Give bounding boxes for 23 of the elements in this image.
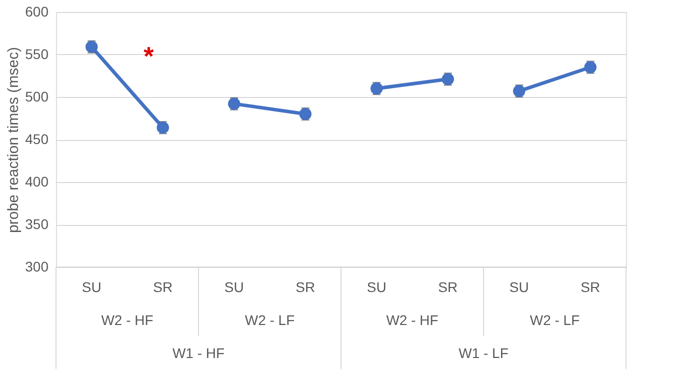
y-tick-label: 600: [25, 4, 49, 20]
x-tick-label: SR: [438, 279, 458, 295]
x-tick-label: SU: [82, 279, 102, 295]
x-tick-label: SR: [153, 279, 173, 295]
text: W1 - HF: [172, 345, 225, 361]
x-tick-label: SU: [509, 279, 529, 295]
y-tick-label: 550: [25, 46, 49, 62]
y-tick-label: 400: [25, 174, 49, 190]
text: W2 - HF: [101, 312, 154, 328]
y-tick-label: 500: [25, 88, 49, 104]
y-tick-label: 450: [25, 131, 49, 147]
y-tick-label: 300: [25, 258, 49, 274]
x-tick-label: SR: [296, 279, 316, 295]
text: W2 - LF: [244, 312, 295, 328]
text: W1 - LF: [458, 345, 508, 361]
y-axis-title: probe reaction times (msec): [5, 47, 22, 233]
y-tick-label: 350: [25, 216, 49, 232]
x-tick-label: SU: [224, 279, 244, 295]
annotation: *: [144, 41, 155, 72]
x-tick-label: SU: [366, 279, 386, 295]
x-tick-label: SR: [580, 279, 600, 295]
text: W2 - HF: [386, 312, 438, 328]
text: W2 - LF: [530, 312, 580, 328]
